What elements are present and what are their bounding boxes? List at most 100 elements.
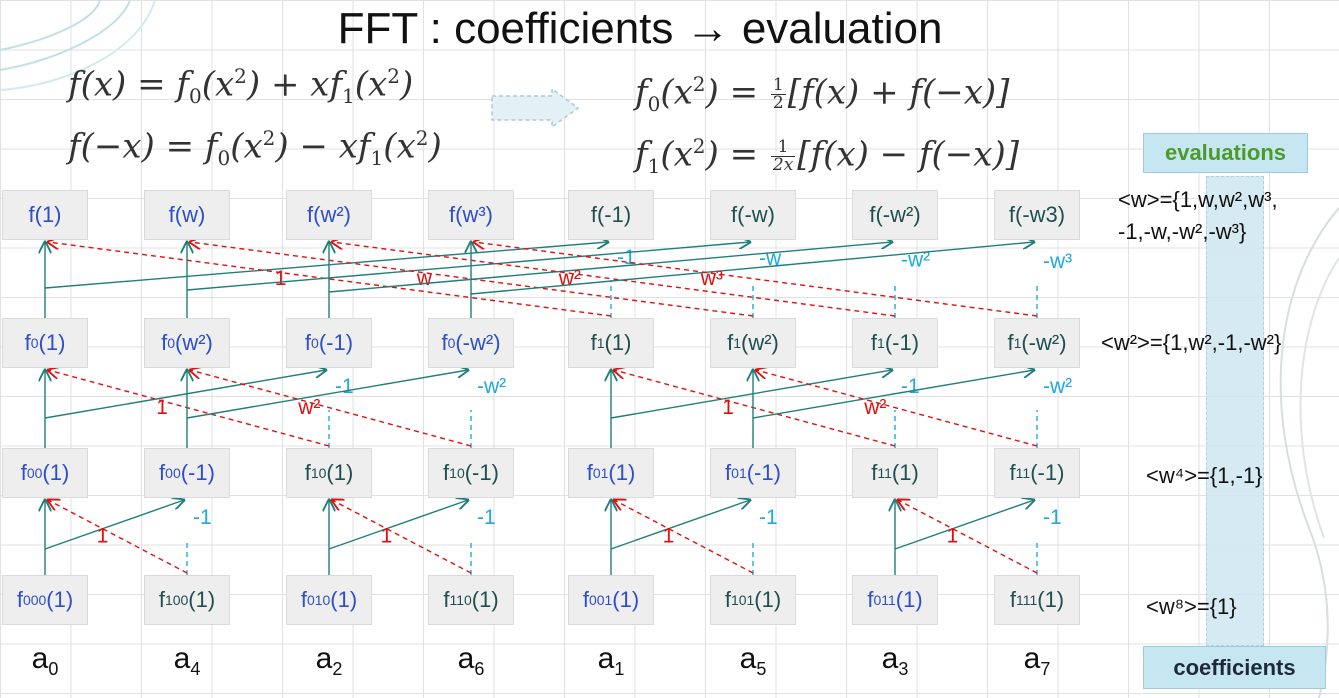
third-node-4: f 01 (1) bbox=[568, 448, 654, 498]
wire-7 bbox=[332, 500, 472, 574]
wire-11 bbox=[614, 500, 754, 574]
stage3-blue-label-0: -1 bbox=[193, 506, 212, 529]
third-node-3: f 10 (-1) bbox=[428, 448, 514, 498]
top-node-6: f(-w²) bbox=[852, 190, 938, 240]
bottom-node-2: f 010 (1) bbox=[286, 575, 372, 625]
stage2-red-label-1: w² bbox=[297, 396, 320, 419]
third-node-1: f 00 (-1) bbox=[144, 448, 230, 498]
wire-31 bbox=[756, 370, 1038, 447]
coefficient-a3: a3 bbox=[881, 642, 909, 679]
third-node-7: f 11 (-1) bbox=[994, 448, 1080, 498]
bottom-node-6: f 011 (1) bbox=[852, 575, 938, 625]
coefficient-a7: a7 bbox=[1023, 642, 1051, 679]
coefficient-a1: a1 bbox=[597, 642, 625, 679]
stage3-red-label-3: 1 bbox=[947, 525, 959, 548]
group-w4: <w⁴>={1,-1} bbox=[1146, 463, 1263, 488]
decorative-swirl-right bbox=[1279, 207, 1339, 698]
group-w8: <w⁸>={1} bbox=[1146, 594, 1237, 619]
stage3-blue-label-3: -1 bbox=[1043, 506, 1062, 529]
formula-f0: f0(x2) = 1 2 [f(x) + f(−x)] bbox=[635, 72, 1010, 117]
stage2-blue-label-0: -1 bbox=[335, 375, 354, 398]
stage3-blue-label-2: -1 bbox=[759, 506, 778, 529]
formula-f-x: f(x) = f0(x2) + xf1(x2) bbox=[68, 64, 414, 109]
stage1-blue-label-3: -w³ bbox=[1043, 250, 1072, 273]
wire-21 bbox=[186, 370, 468, 419]
wire-15 bbox=[898, 500, 1038, 574]
second-node-4: f 1 (1) bbox=[568, 318, 654, 368]
second-node-6: f 1 (-1) bbox=[852, 318, 938, 368]
group-w2: <w²>={1,w²,-1,-w²} bbox=[1101, 330, 1282, 355]
right-arrow-icon bbox=[491, 88, 580, 128]
second-node-7: f 1 (-w²) bbox=[994, 318, 1080, 368]
third-node-6: f 11 (1) bbox=[852, 448, 938, 498]
coefficient-a4: a4 bbox=[173, 642, 201, 679]
wire-43 bbox=[332, 242, 896, 317]
stage2-red-label-2: 1 bbox=[722, 396, 734, 419]
stage3-red-label-0: 1 bbox=[97, 525, 109, 548]
coefficient-a6: a6 bbox=[457, 642, 485, 679]
bottom-node-5: f 101 (1) bbox=[710, 575, 796, 625]
stage1-red-label-3: w³ bbox=[700, 267, 723, 290]
wire-47 bbox=[474, 242, 1038, 317]
top-node-0: f(1) bbox=[2, 190, 88, 240]
stage2-blue-label-2: -1 bbox=[901, 375, 920, 398]
third-node-5: f 01 (-1) bbox=[710, 448, 796, 498]
evaluations-label: evaluations bbox=[1143, 133, 1308, 173]
wire-27 bbox=[614, 370, 896, 447]
stage3-blue-label-1: -1 bbox=[477, 506, 496, 529]
wire-3 bbox=[48, 500, 188, 574]
wire-13 bbox=[894, 500, 1034, 550]
second-node-0: f 0 (1) bbox=[2, 318, 88, 368]
coefficient-a5: a5 bbox=[739, 642, 767, 679]
wire-25 bbox=[610, 370, 892, 419]
bottom-node-1: f 100 (1) bbox=[144, 575, 230, 625]
bottom-node-3: f 110 (1) bbox=[428, 575, 514, 625]
stage1-red-label-1: w bbox=[416, 267, 433, 290]
wire-17 bbox=[44, 370, 326, 419]
stage3-red-label-1: 1 bbox=[381, 525, 393, 548]
wire-29 bbox=[752, 370, 1034, 419]
wire-23 bbox=[190, 370, 472, 447]
coefficients-label: coefficients bbox=[1143, 646, 1326, 689]
formula-f-neg-x: f(−x) = f0(x2) − xf1(x2) bbox=[68, 126, 442, 171]
third-node-2: f 10 (1) bbox=[286, 448, 372, 498]
stage1-red-label-2: w² bbox=[558, 267, 581, 290]
third-node-0: f 00 (1) bbox=[2, 448, 88, 498]
second-node-3: f 0 (-w²) bbox=[428, 318, 514, 368]
stage1-red-label-0: 1 bbox=[275, 267, 287, 290]
wire-1 bbox=[44, 500, 184, 550]
wire-5 bbox=[328, 500, 468, 550]
second-node-5: f 1 (w²) bbox=[710, 318, 796, 368]
top-node-2: f(w²) bbox=[286, 190, 372, 240]
decorative-swirl-left bbox=[0, 0, 156, 91]
wire-45 bbox=[470, 242, 1034, 295]
formula-f1: f1(x2) = 1 2x [f(x) − f(−x)] bbox=[635, 134, 1019, 179]
top-node-1: f(w) bbox=[144, 190, 230, 240]
stage2-red-label-3: w² bbox=[863, 396, 886, 419]
bottom-node-7: f 111 (1) bbox=[994, 575, 1080, 625]
second-node-1: f 0 (w²) bbox=[144, 318, 230, 368]
direction-bar bbox=[1206, 176, 1264, 646]
top-node-5: f(-w) bbox=[710, 190, 796, 240]
top-node-3: f(w³) bbox=[428, 190, 514, 240]
stage2-red-label-0: 1 bbox=[156, 396, 168, 419]
bottom-node-4: f 001 (1) bbox=[568, 575, 654, 625]
coefficient-a2: a2 bbox=[315, 642, 343, 679]
group-w-line2: -1,-w,-w²,-w³} bbox=[1118, 219, 1247, 244]
wire-33 bbox=[44, 242, 608, 289]
top-node-7: f(-w3) bbox=[994, 190, 1080, 240]
top-node-4: f(-1) bbox=[568, 190, 654, 240]
group-w-line1: <w>={1,w,w²,w³, bbox=[1118, 187, 1278, 212]
page-title: FFT : coefficients → evaluation bbox=[337, 4, 943, 53]
wire-9 bbox=[610, 500, 750, 550]
stage2-blue-label-1: -w² bbox=[477, 375, 506, 398]
second-node-2: f 0 (-1) bbox=[286, 318, 372, 368]
wire-19 bbox=[48, 370, 330, 447]
stage2-blue-label-3: -w² bbox=[1043, 375, 1072, 398]
stage3-red-label-2: 1 bbox=[663, 525, 675, 548]
wire-37 bbox=[186, 242, 750, 291]
wire-41 bbox=[328, 242, 892, 293]
coefficient-a0: a0 bbox=[31, 642, 59, 679]
bottom-node-0: f 000 (1) bbox=[2, 575, 88, 625]
